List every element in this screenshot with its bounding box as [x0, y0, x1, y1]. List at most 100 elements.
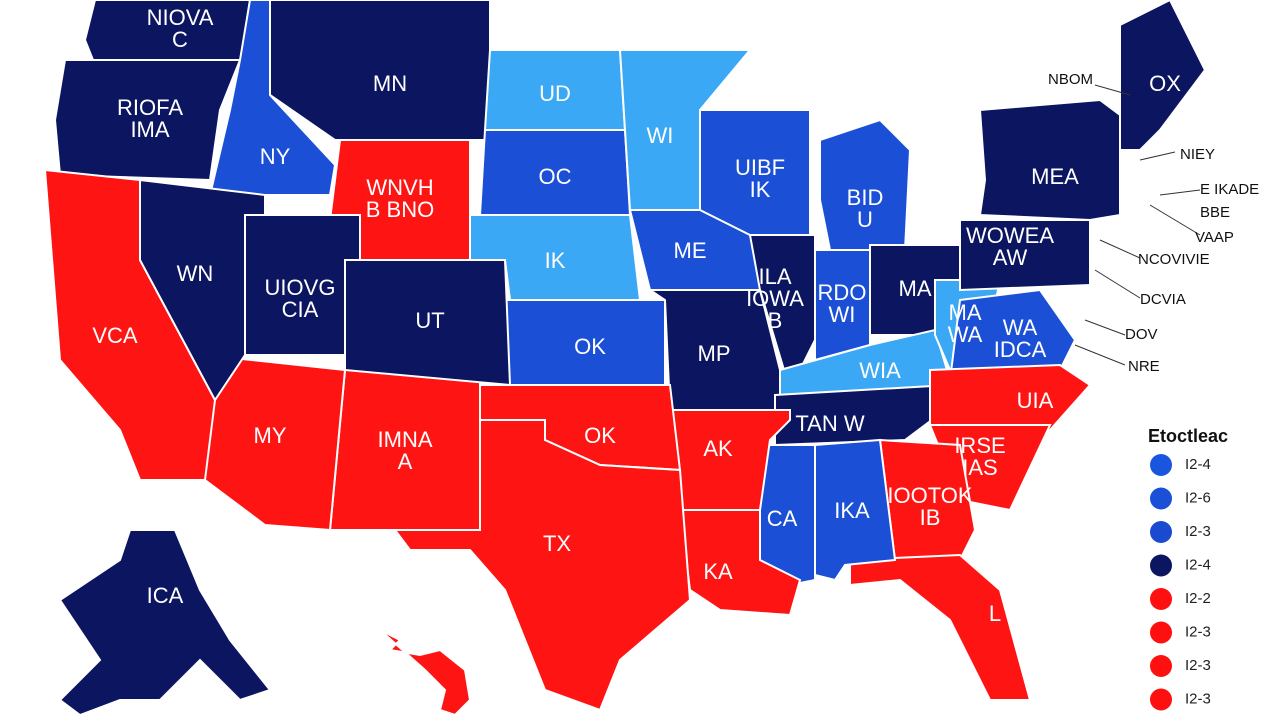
- state: [948, 288, 1077, 382]
- legend-swatch: [1150, 487, 1172, 510]
- state-label: RIOFA: [117, 95, 183, 120]
- state-label: IRSE: [954, 433, 1005, 458]
- state-label: ME: [674, 238, 707, 263]
- state-label: L: [989, 601, 1001, 626]
- state-label: IKA: [834, 498, 870, 523]
- callout: NCOVIVIE: [1138, 251, 1210, 268]
- state-label: IOWA: [746, 286, 804, 311]
- state-label: C: [172, 27, 188, 52]
- state-label: NEA: [392, 678, 438, 703]
- state-label: IOOTOK: [887, 483, 972, 508]
- legend-label: I2-2: [1185, 590, 1211, 607]
- state: [959, 219, 1091, 292]
- state-label: OX: [1149, 71, 1181, 96]
- state-label: NIOVA: [147, 5, 214, 30]
- state-label: IB: [920, 505, 941, 530]
- callout: NRE: [1128, 358, 1160, 375]
- callout: NIEY: [1180, 146, 1215, 163]
- state-label: AW: [993, 245, 1028, 270]
- callout: DCVIA: [1140, 291, 1186, 308]
- state-label: OC: [539, 164, 572, 189]
- state-label: KA: [703, 559, 733, 584]
- state-label: IMNA: [378, 427, 433, 452]
- state-label: CIA: [282, 297, 319, 322]
- legend: Etoctleac I2-4 I2-6 I2-3 I2-4 I2-2 I2-3 I2-3 I2-…: [1148, 426, 1228, 711]
- state-label: UT: [415, 308, 444, 333]
- callout: VAAP: [1195, 229, 1234, 246]
- regions: [43, 0, 1207, 717]
- state-label: MN: [373, 71, 407, 96]
- legend-label: I2-6: [1185, 489, 1211, 506]
- leader: [1094, 269, 1141, 299]
- state-label: UIA: [1017, 388, 1054, 413]
- state-label: UIOVG: [265, 275, 336, 300]
- state-label: IK: [545, 248, 566, 273]
- state-label: IMA: [130, 117, 169, 142]
- state-label: BID: [847, 185, 884, 210]
- state-label: U: [857, 207, 873, 232]
- legend-label: I2-3: [1185, 690, 1211, 707]
- state-label: CA: [767, 506, 798, 531]
- state: [774, 383, 952, 447]
- state-label: WN: [177, 261, 214, 286]
- leader: [1099, 239, 1141, 259]
- state: [849, 553, 1032, 701]
- state-label: WA: [948, 322, 983, 347]
- state-label: AK: [703, 436, 733, 461]
- legend-swatch: [1150, 621, 1172, 644]
- legend-label: I2-4: [1185, 456, 1211, 473]
- state-label: OK: [584, 423, 616, 448]
- callout: NBOM: [1048, 71, 1093, 88]
- state-label: NY: [260, 144, 291, 169]
- state-label: MP: [698, 341, 731, 366]
- legend-title: Etoctleac: [1148, 426, 1228, 446]
- state-label: WA: [1003, 315, 1038, 340]
- legend-swatch: [1150, 688, 1172, 711]
- state-label: MA: [899, 276, 932, 301]
- legend-swatch: [1150, 588, 1172, 610]
- legend-label: I2-3: [1185, 523, 1211, 540]
- state-label: TX: [543, 531, 571, 556]
- legend-swatch: [1150, 554, 1172, 577]
- leader: [1159, 189, 1201, 196]
- legend-label: I2-3: [1185, 657, 1211, 674]
- state-label: TAN W: [795, 411, 864, 436]
- state-label: WNVH: [366, 175, 433, 200]
- legend-swatch: [1150, 454, 1172, 476]
- state: [1119, 0, 1207, 151]
- callout: BBE: [1200, 204, 1230, 221]
- state-label: IAS: [962, 455, 997, 480]
- state: [978, 98, 1121, 222]
- state-label: B: [768, 308, 783, 333]
- state-label: WOWEA: [966, 223, 1054, 248]
- state-label: WI: [647, 123, 674, 148]
- state: [678, 509, 802, 617]
- leader: [1139, 151, 1176, 161]
- state-label: A: [398, 449, 413, 474]
- callout: DOV: [1125, 326, 1158, 343]
- legend-swatch: [1150, 521, 1172, 543]
- state-label: UD: [539, 81, 571, 106]
- state-label: ILA: [758, 264, 791, 289]
- state-label: ICA: [147, 583, 184, 608]
- callout: E IKADE: [1200, 181, 1259, 198]
- state: [929, 363, 1092, 431]
- legend-label: I2-3: [1185, 623, 1211, 640]
- state-label: IK: [750, 177, 771, 202]
- state-label: WI: [829, 302, 856, 327]
- state: [379, 629, 472, 717]
- state-label: MEA: [1031, 164, 1079, 189]
- callouts: NBOM NIEY E IKADE BBE VAAP NCOVIVIE DCVIA DOV NR…: [1048, 71, 1259, 375]
- state-label: MA: [949, 300, 982, 325]
- legend-label: I2-4: [1185, 556, 1211, 573]
- leader: [1094, 84, 1131, 96]
- state-label: UIBF: [735, 155, 785, 180]
- state: [344, 259, 512, 387]
- state-label: WIA: [859, 358, 901, 383]
- leader: [1149, 204, 1201, 236]
- state-label: IDCA: [994, 337, 1047, 362]
- state-label: RDO: [818, 280, 867, 305]
- state-label: VCA: [92, 323, 138, 348]
